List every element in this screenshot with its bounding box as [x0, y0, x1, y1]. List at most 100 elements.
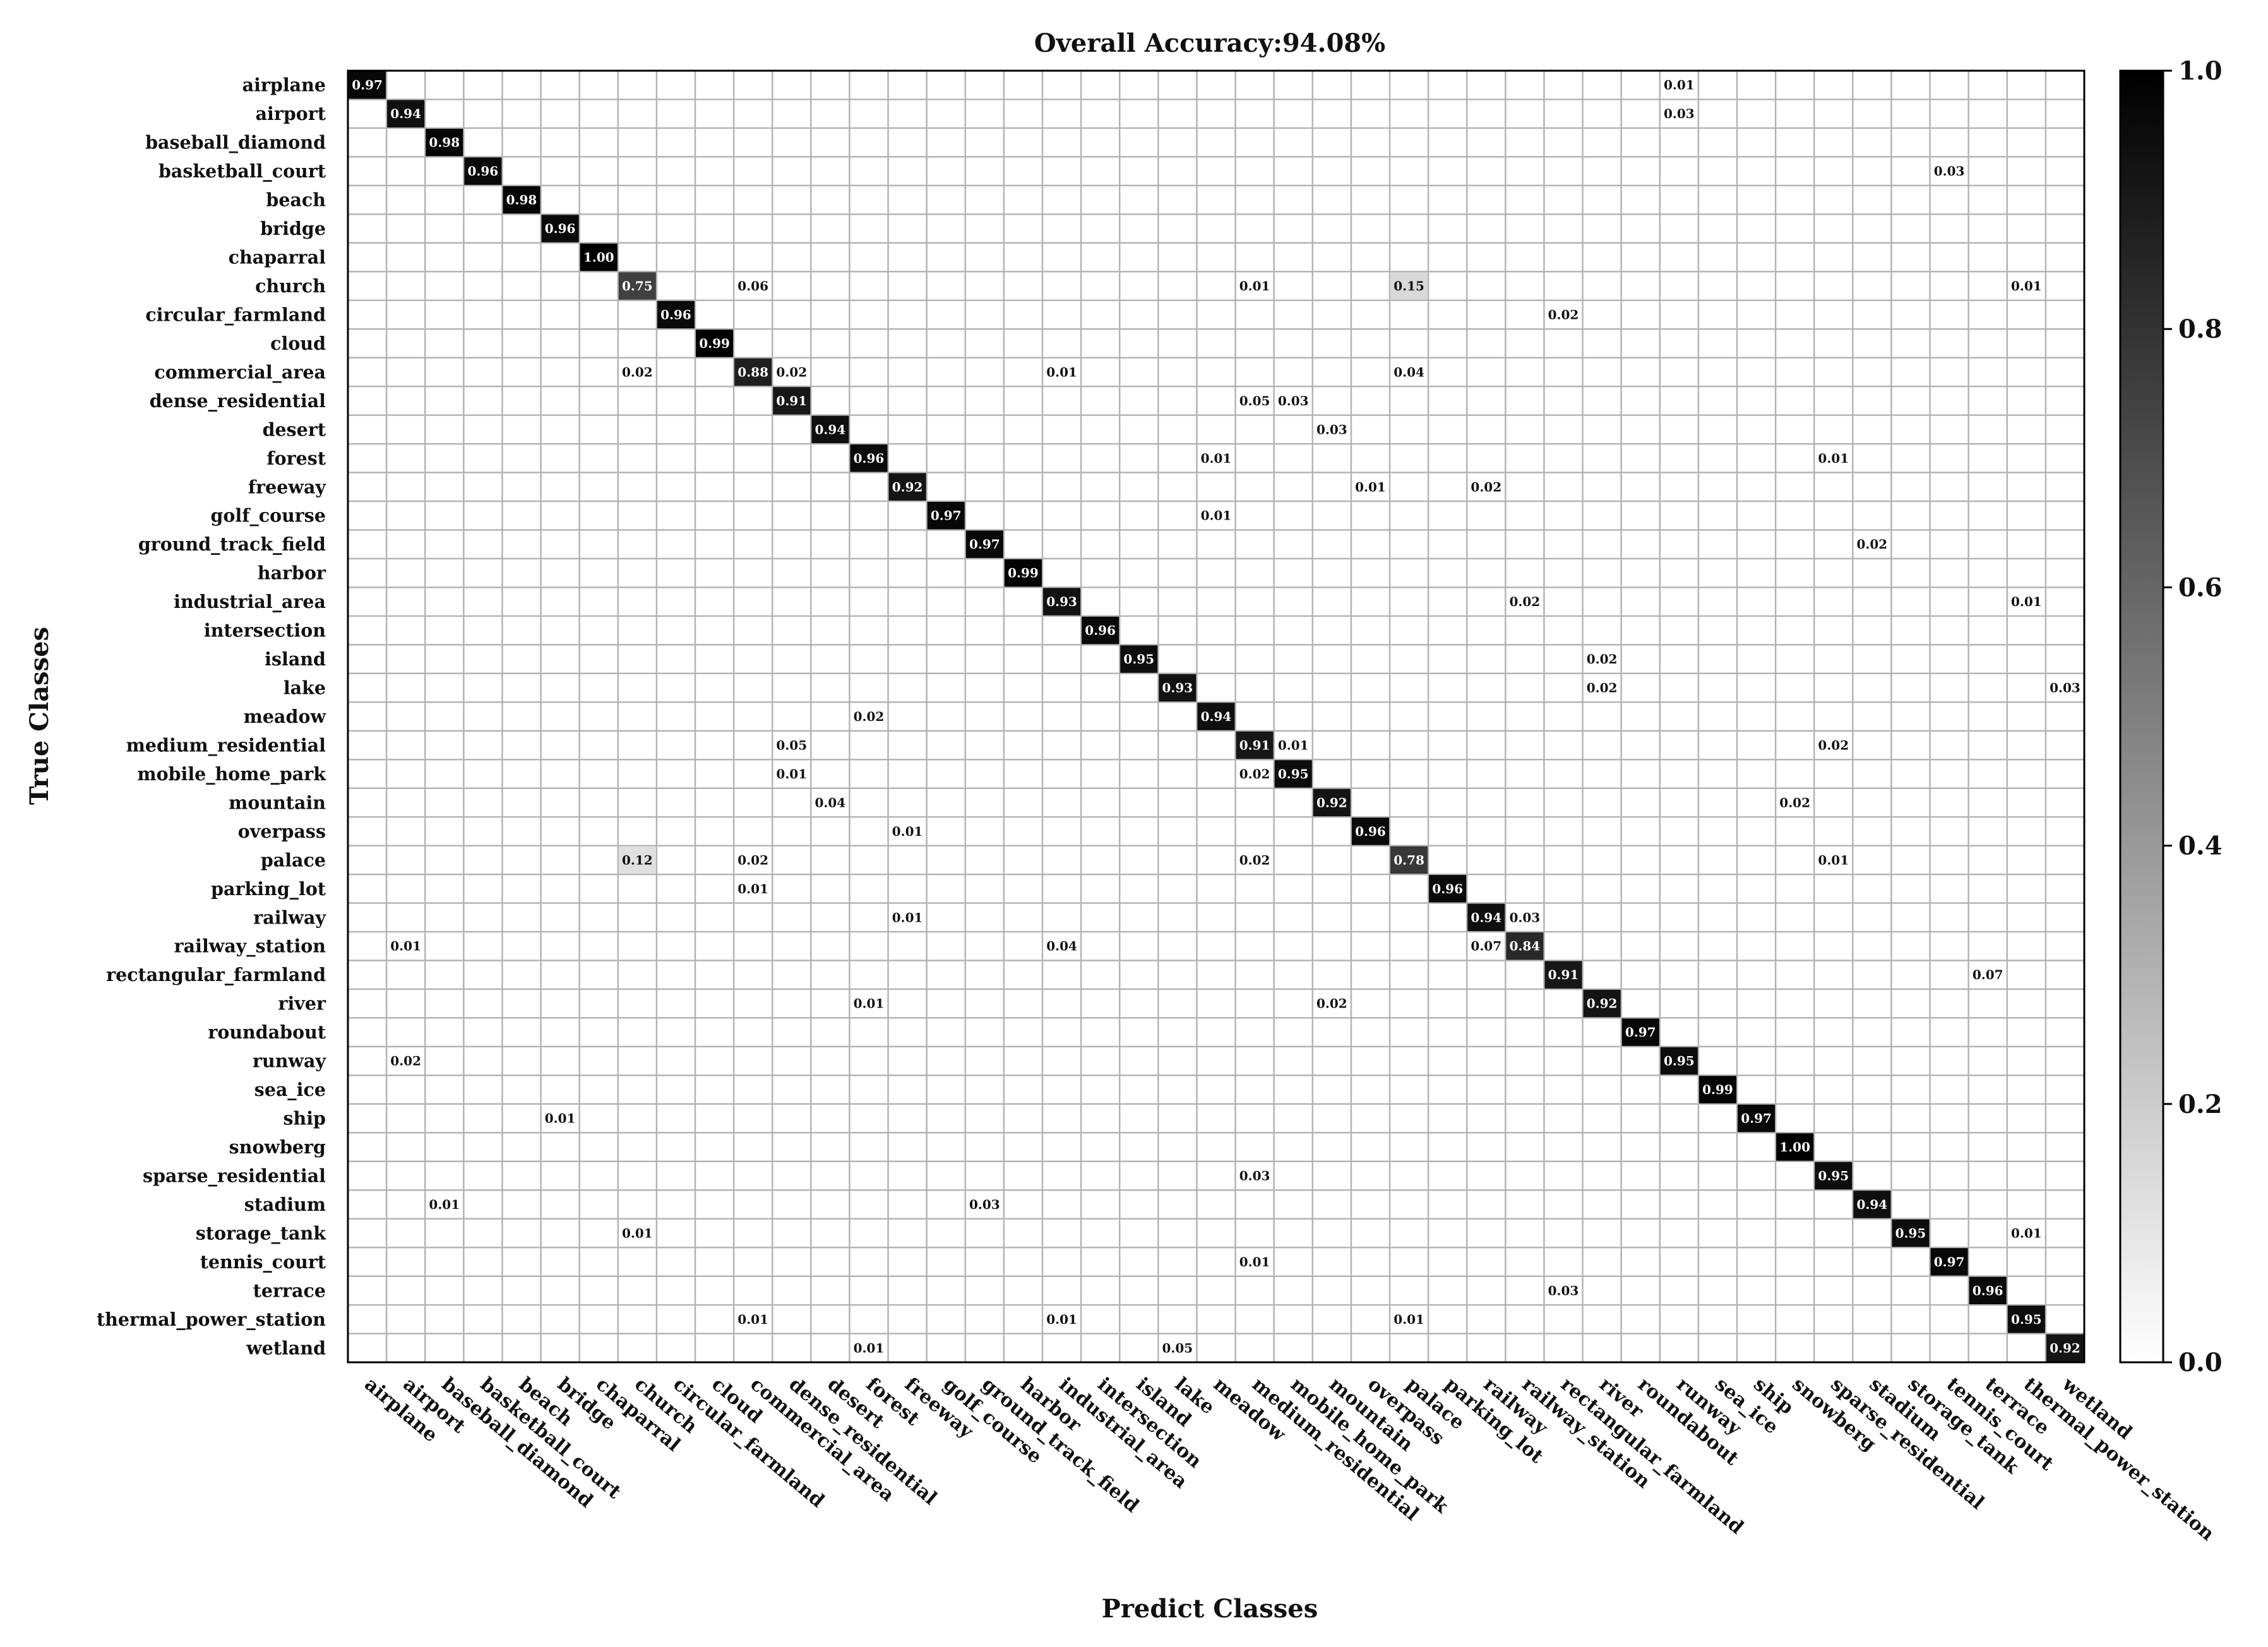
row-label: golf_course	[210, 505, 326, 526]
cell-value-label: 0.94	[390, 106, 421, 121]
cell-value-label: 0.96	[1432, 881, 1463, 896]
cell-value-label: 0.01	[622, 1225, 653, 1240]
cell-value-label: 0.93	[1162, 681, 1193, 696]
matrix-cell	[1004, 559, 1042, 587]
matrix-cell	[734, 358, 772, 386]
cell-value-label: 0.01	[1201, 508, 1232, 523]
cell-value-label: 0.01	[1046, 364, 1077, 379]
cell-value-label: 0.01	[1201, 451, 1232, 466]
cell-value-label: 0.93	[1046, 594, 1077, 609]
matrix-cell	[696, 330, 734, 357]
row-label: meadow	[244, 706, 327, 727]
row-label: runway	[253, 1050, 326, 1072]
cell-value-label: 0.95	[2011, 1312, 2042, 1327]
row-label: basketball_court	[158, 160, 326, 182]
matrix-cell	[1043, 588, 1081, 615]
matrix-cell	[541, 215, 579, 242]
cell-value-label: 0.02	[1239, 766, 1270, 782]
cell-value-label: 0.01	[390, 939, 421, 954]
cell-value-label: 0.03	[1510, 910, 1541, 925]
row-label: beach	[266, 189, 326, 211]
matrix-cell	[1082, 616, 1119, 645]
matrix-cell	[464, 157, 502, 185]
cell-value-label: 0.01	[429, 1197, 460, 1212]
row-label: mobile_home_park	[137, 763, 326, 785]
matrix-cell	[1197, 703, 1235, 730]
cell-value-label: 0.03	[1316, 422, 1347, 437]
row-label: stadium	[244, 1194, 326, 1215]
matrix-cell	[2007, 1305, 2045, 1333]
matrix-cell	[1698, 1076, 1736, 1103]
matrix-cell	[1313, 788, 1351, 817]
cell-value-label: 0.95	[1895, 1225, 1926, 1240]
matrix-cell	[1621, 1018, 1659, 1046]
matrix-cell	[927, 502, 965, 530]
row-label: bridge	[260, 218, 326, 239]
cell-value-label: 0.01	[737, 881, 768, 896]
cell-value-label: 0.01	[892, 824, 923, 839]
matrix-border	[347, 69, 2086, 1364]
matrix-cell	[618, 846, 656, 874]
colorbar-ticks: 0.0 0.2 0.4 0.6 0.8 1.0	[2163, 56, 2223, 1377]
cell-value-label: 0.96	[1085, 623, 1116, 638]
row-label: airplane	[242, 74, 326, 96]
cell-value-label: 0.97	[352, 78, 383, 93]
matrix-cell	[773, 387, 811, 415]
matrix-cell	[1776, 1133, 1814, 1161]
x-axis-title: Predict Classes	[1102, 1594, 1318, 1624]
cell-value-label: 0.01	[892, 910, 923, 925]
cell-value-label: 0.03	[1239, 1168, 1270, 1183]
row-label: ship	[283, 1108, 326, 1129]
row-label: sparse_residential	[143, 1165, 326, 1186]
cell-value-label: 0.01	[1818, 852, 1849, 867]
row-label: thermal_power_station	[97, 1309, 326, 1330]
cell-value-label: 0.99	[699, 336, 730, 351]
row-label: circular_farmland	[145, 304, 326, 325]
row-label: parking_lot	[211, 878, 326, 900]
cell-value-label: 0.96	[468, 164, 499, 179]
matrix-cell	[387, 100, 425, 128]
cell-value-label: 0.95	[1818, 1168, 1849, 1183]
row-label: river	[278, 993, 326, 1014]
row-label: terrace	[253, 1280, 326, 1301]
cell-value-label: 0.96	[1973, 1283, 2003, 1298]
cell-value-label: 0.84	[1510, 939, 1541, 954]
row-labels: airplane airport baseball_diamond basketbal…	[97, 74, 326, 1359]
cell-value-label: 0.02	[622, 364, 653, 379]
matrix-cell	[1274, 760, 1312, 788]
row-label: railway	[253, 907, 326, 928]
row-label: freeway	[248, 476, 327, 497]
cell-value-label: 0.02	[1857, 537, 1888, 552]
cell-value-label: 0.03	[1548, 1283, 1579, 1298]
cell-value-label: 0.01	[854, 1340, 885, 1355]
matrix-cell	[1583, 989, 1621, 1018]
matrix-cell	[580, 243, 618, 271]
chart-title: Overall Accuracy:94.08%	[1034, 28, 1385, 58]
colorbar: 0.0 0.2 0.4 0.6 0.8 1.0	[2119, 56, 2223, 1377]
cell-value-label: 0.97	[1741, 1111, 1772, 1126]
row-label: chaparral	[229, 247, 326, 268]
cell-value-label: 0.01	[1394, 1312, 1424, 1327]
cell-value-label: 0.75	[622, 278, 653, 294]
cell-value-label: 0.97	[969, 537, 1000, 552]
matrix-cell	[1351, 818, 1389, 845]
row-label: desert	[263, 419, 326, 440]
cell-value-label: 0.03	[1278, 393, 1309, 408]
colorbar-tick-label: 0.4	[2178, 831, 2223, 861]
cell-value-label: 0.91	[1548, 967, 1579, 982]
cell-value-label: 0.12	[622, 852, 653, 867]
row-label: baseball_diamond	[145, 132, 326, 153]
row-label: railway_station	[174, 936, 326, 957]
cell-value-label: 0.96	[854, 451, 885, 466]
cell-value-label: 0.94	[1471, 910, 1501, 925]
matrix-cell	[1660, 1047, 1698, 1075]
cell-value-label: 0.02	[390, 1054, 421, 1069]
cell-value-label: 0.01	[854, 996, 885, 1011]
row-label: cloud	[270, 333, 326, 354]
cell-value-label: 0.02	[1548, 307, 1579, 322]
matrix-cell	[1390, 272, 1428, 300]
cell-value-label: 0.97	[1625, 1025, 1656, 1040]
matrix-cell	[1853, 1191, 1891, 1218]
cell-value-label: 0.96	[1355, 824, 1386, 839]
